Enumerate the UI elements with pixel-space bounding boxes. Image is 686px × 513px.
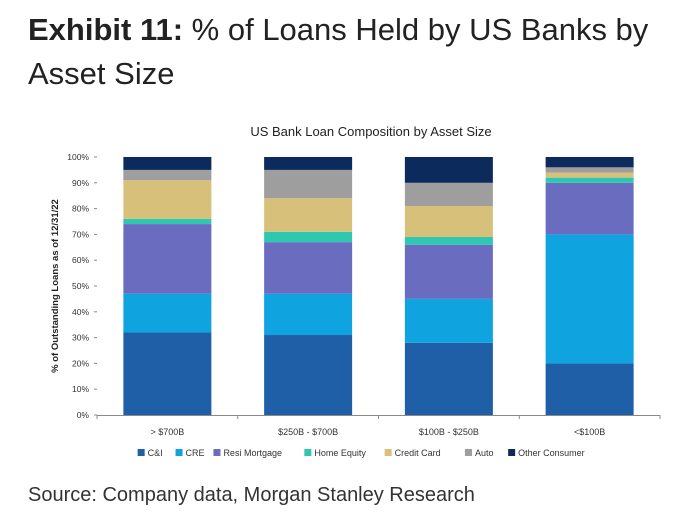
bar-segment [545,157,634,168]
bar-segment [123,224,212,294]
legend-label: Auto [475,448,494,458]
exhibit-label: Exhibit 11: [28,12,184,47]
y-tick-label: 90% [72,178,89,188]
exhibit-title: Exhibit 11: % of Loans Held by US Banks … [28,8,668,96]
y-tick-label: 80% [72,204,89,214]
bar-segment [545,172,634,178]
bar-segment [123,332,212,415]
legend-swatch [508,449,516,456]
bar-segment [404,182,493,207]
bar-segment [264,198,353,232]
legend: C&I CRE Resi Mortgage Home Equity Credit Car… [137,448,585,458]
legend-label: C&I [148,448,163,458]
legend-swatch [213,449,221,456]
y-tick-label: 0% [77,410,90,420]
bar-segment [123,157,212,170]
bar-segment [545,167,634,173]
bar-segment [264,242,353,294]
y-tick-label: 60% [72,255,89,265]
y-tick-label: 40% [72,307,89,317]
source-note: Source: Company data, Morgan Stanley Res… [28,484,475,506]
legend-label: Resi Mortgage [223,448,282,458]
legend-swatch [175,449,183,456]
legend-swatch [464,449,472,456]
bar-segment [264,169,353,199]
legend-label: Other Consumer [518,448,585,458]
x-tick-label: > $700B [150,427,184,437]
x-tick-label: <$100B [574,427,605,437]
y-tick-label: 70% [72,229,89,239]
legend-label: CRE [186,448,205,458]
bar-segment [404,157,493,183]
chart: US Bank Loan Composition by Asset Size 0… [50,124,661,458]
bar-segment [123,180,212,219]
exhibit-title-text: % of Loans Held by US Banks by Asset Siz… [28,12,649,91]
bars [123,157,634,415]
y-tick-label: 100% [67,152,89,162]
bar-segment [545,177,634,183]
bar-segment [123,169,212,181]
y-tick-label: 10% [72,384,89,394]
x-tick-label: $100B - $250B [419,427,479,437]
bar-segment [404,206,493,237]
legend-swatch [137,449,145,456]
y-tick-label: 30% [72,333,89,343]
legend-swatch [384,449,392,456]
bar-segment [264,157,353,170]
bar-segment [545,182,634,235]
x-axis: > $700B $250B - $700B $100B - $250B <$100B [96,415,661,437]
legend-label: Home Equity [314,448,366,458]
bar-segment [264,335,353,415]
bar-segment [404,244,493,299]
bar-segment [545,234,634,364]
bar-segment [545,363,634,415]
bar-segment [264,293,353,336]
y-axis: 0% 10% 20% 30% 40% 50% 60% 70% 80% 90% 100% [67,152,97,420]
bar-segment [123,293,212,333]
legend-label: Credit Card [395,448,441,458]
bar-segment [264,231,353,243]
chart-title: US Bank Loan Composition by Asset Size [250,124,491,139]
y-axis-label: % of Outstanding Loans as of 12/31/22 [50,199,61,373]
bar-segment [404,342,493,415]
bar-segment [404,236,493,245]
x-tick-label: $250B - $700B [278,427,338,437]
bar-segment [123,218,212,225]
bar-segment [404,298,493,343]
y-tick-label: 20% [72,358,89,368]
y-tick-label: 50% [72,281,89,291]
legend-swatch [304,449,312,456]
